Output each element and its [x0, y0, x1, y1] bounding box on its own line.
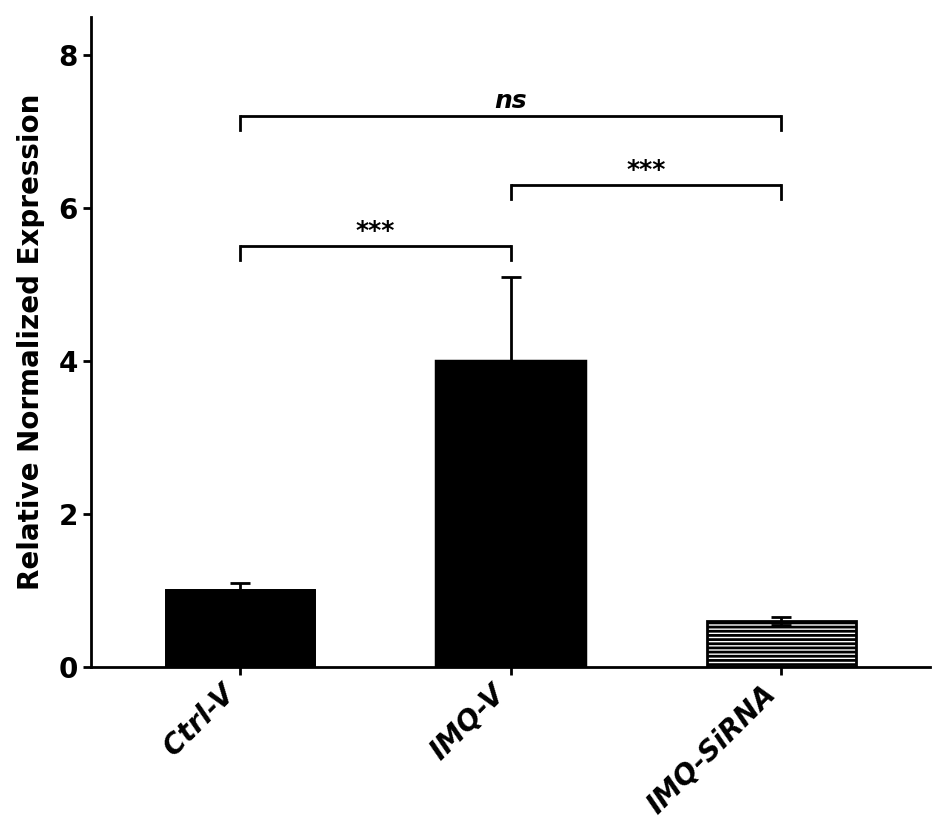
Bar	[437, 361, 585, 666]
Bar	[166, 590, 314, 666]
Text: ***: ***	[626, 158, 666, 182]
Text: ns: ns	[494, 89, 527, 113]
Text: ***: ***	[356, 219, 395, 243]
Y-axis label: Relative Normalized Expression: Relative Normalized Expression	[17, 94, 45, 590]
Bar	[707, 621, 856, 666]
Bar	[166, 590, 314, 666]
